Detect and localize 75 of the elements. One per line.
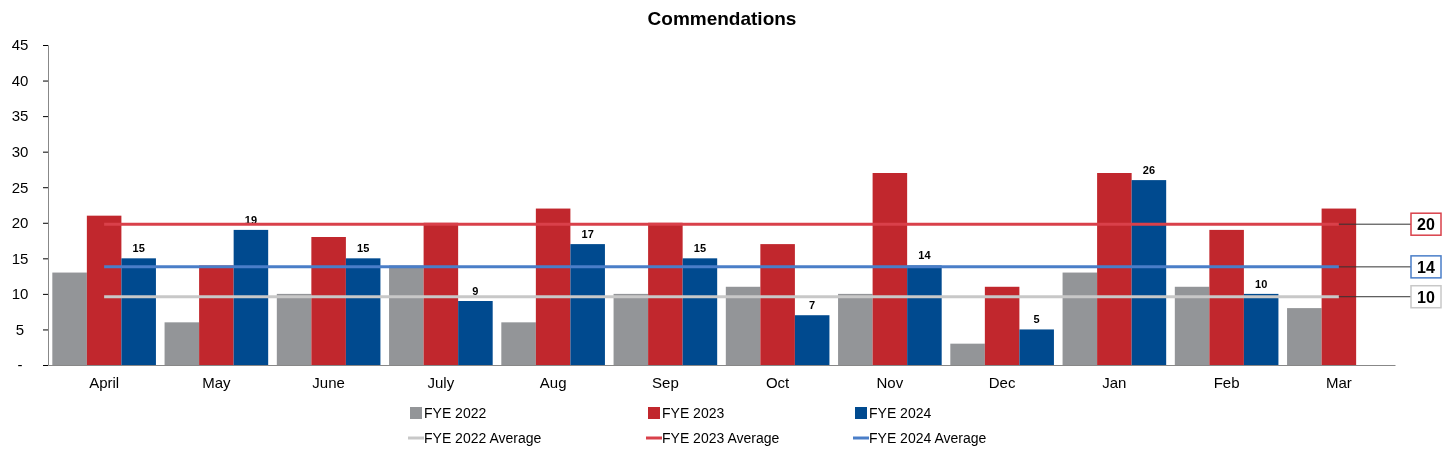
- bar: [535, 208, 571, 365]
- bar: [276, 293, 312, 365]
- bar: [501, 322, 536, 365]
- legend-label: FYE 2024 Average: [869, 430, 987, 446]
- bar: [907, 265, 942, 365]
- x-tick-label: Jan: [1102, 373, 1127, 391]
- x-tick-label: April: [89, 373, 120, 391]
- legend-label: FYE 2022: [424, 405, 487, 421]
- chart-title: Commendations: [647, 8, 797, 29]
- bar: [233, 229, 269, 365]
- data-label: 7: [809, 299, 816, 312]
- data-label: 17: [581, 228, 594, 241]
- data-label: 5: [1033, 313, 1040, 326]
- legend-label: FYE 2024: [869, 405, 932, 421]
- bar: [1062, 272, 1098, 365]
- x-tick-label: Dec: [988, 373, 1016, 391]
- bar: [570, 244, 605, 365]
- annotation: 20: [1417, 216, 1435, 234]
- y-tick-label: 45: [11, 36, 29, 54]
- data-label: 15: [693, 242, 707, 255]
- bar: [121, 258, 156, 365]
- data-label: 14: [918, 249, 932, 262]
- bar: [52, 272, 87, 365]
- bar: [1209, 229, 1244, 365]
- bar: [872, 173, 908, 365]
- y-tick-label: 30: [11, 142, 29, 160]
- x-tick-label: June: [312, 373, 345, 391]
- x-tick-label: Aug: [539, 373, 567, 391]
- bar: [86, 215, 122, 365]
- bar: [1243, 293, 1279, 365]
- x-tick-label: Feb: [1213, 373, 1240, 391]
- y-tick-label: 10: [11, 285, 29, 303]
- y-tick-label: 25: [11, 178, 29, 196]
- bar: [199, 265, 234, 365]
- annotation: 10: [1417, 288, 1435, 306]
- x-tick-label: Sep: [652, 373, 679, 391]
- data-label: 26: [1142, 164, 1156, 177]
- x-tick-label: Nov: [876, 373, 904, 391]
- bar: [984, 286, 1020, 365]
- bar: [1019, 329, 1054, 365]
- bar: [311, 237, 346, 365]
- bar: [950, 343, 985, 365]
- x-tick-label: July: [427, 373, 455, 391]
- annotation: 14: [1417, 258, 1435, 276]
- bar: [838, 293, 873, 365]
- data-label: 10: [1255, 277, 1268, 290]
- data-label: 9: [472, 285, 479, 297]
- x-tick-label: Oct: [765, 373, 791, 391]
- bar: [794, 315, 830, 365]
- y-tick-label: -: [17, 356, 23, 374]
- bar: [760, 244, 795, 365]
- x-tick-label: Mar: [1325, 373, 1352, 391]
- y-tick-label: 20: [11, 214, 29, 232]
- y-tick-label: 15: [11, 249, 29, 267]
- bar: [1097, 173, 1132, 365]
- bar: [458, 301, 493, 365]
- x-tick-label: May: [202, 373, 232, 391]
- legend-label: FYE 2022 Average: [424, 430, 542, 446]
- y-tick-label: 40: [11, 71, 29, 89]
- bar: [1287, 308, 1322, 365]
- bar: [1321, 208, 1357, 365]
- y-tick-label: 5: [15, 320, 25, 338]
- legend-label: FYE 2023: [662, 405, 725, 421]
- bar: [1174, 286, 1210, 365]
- bar: [1131, 180, 1167, 365]
- bar: [164, 322, 200, 365]
- y-tick-label: 35: [11, 107, 29, 125]
- bar: [389, 265, 424, 365]
- bar: [725, 286, 761, 365]
- bar: [613, 293, 649, 365]
- data-label: 15: [132, 242, 145, 255]
- data-label: 15: [357, 242, 370, 255]
- bar: [682, 258, 718, 365]
- legend-label: FYE 2023 Average: [662, 430, 780, 446]
- bar: [345, 258, 381, 365]
